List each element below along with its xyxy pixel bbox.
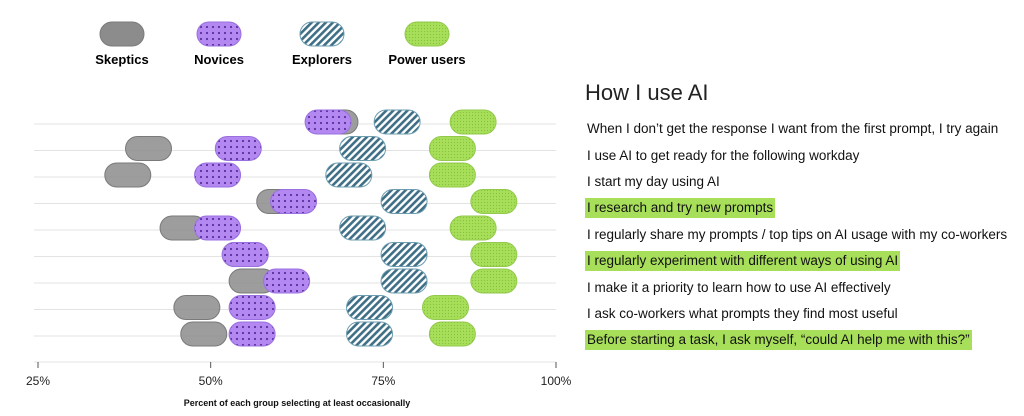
mark-novices-row-6 xyxy=(221,242,269,267)
mark-explorers-row-9 xyxy=(346,321,394,347)
panel-title: How I use AI xyxy=(585,80,709,105)
mark-power-users-row-7 xyxy=(470,268,518,294)
gridlines xyxy=(34,123,556,363)
mark-explorers-row-7 xyxy=(380,268,428,294)
x-tick-label: 50% xyxy=(199,374,223,388)
mark-skeptics-row-3 xyxy=(104,162,152,188)
question-row: I ask co-workers what prompts they find … xyxy=(585,301,1020,327)
mark-novices-row-4 xyxy=(270,189,318,214)
legend-label-skeptics: Skeptics xyxy=(95,52,148,67)
mark-explorers-row-8 xyxy=(346,295,394,320)
mark-power-users-row-6 xyxy=(470,242,518,267)
x-tick-label: 100% xyxy=(541,374,572,388)
mark-power-users-row-2 xyxy=(428,136,476,161)
mark-power-users-row-3 xyxy=(428,162,476,188)
question-row: Before starting a task, I ask myself, “c… xyxy=(585,327,1020,353)
x-axis-label: Percent of each group selecting at least… xyxy=(184,398,411,408)
mark-explorers-row-4 xyxy=(380,189,428,214)
question-row: When I don’t get the response I want fro… xyxy=(585,116,1020,142)
question-row: I use AI to get ready for the following … xyxy=(585,142,1020,168)
question-row: I research and try new prompts xyxy=(585,195,1020,221)
mark-novices-row-5 xyxy=(194,215,242,241)
mark-novices-row-8 xyxy=(228,295,276,320)
legend: Skeptics Novices Explorers Power users xyxy=(95,21,466,67)
question-text: I use AI to get ready for the following … xyxy=(587,147,860,163)
mark-novices-row-1 xyxy=(304,109,352,135)
mark-explorers-row-2 xyxy=(339,136,387,161)
legend-swatch-skeptics xyxy=(99,21,145,47)
question-row: I regularly experiment with different wa… xyxy=(585,248,1020,274)
legend-swatch-novices xyxy=(196,21,242,47)
data-marks xyxy=(104,109,518,347)
mark-explorers-row-1 xyxy=(373,109,421,135)
legend-swatch-explorers xyxy=(299,21,345,47)
question-text: I ask co-workers what prompts they find … xyxy=(587,305,898,321)
mark-novices-row-9 xyxy=(228,321,276,347)
mark-novices-row-7 xyxy=(263,268,311,294)
question-text: When I don’t get the response I want fro… xyxy=(587,121,999,137)
question-text: I regularly share my prompts / top tips … xyxy=(587,226,1008,242)
mark-power-users-row-8 xyxy=(421,295,469,320)
mark-power-users-row-1 xyxy=(449,109,497,135)
legend-label-explorers: Explorers xyxy=(292,52,352,67)
mark-skeptics-row-2 xyxy=(125,136,173,161)
question-text: I make it a priority to learn how to use… xyxy=(587,279,891,295)
x-tick-label: 75% xyxy=(371,374,395,388)
mark-skeptics-row-9 xyxy=(180,321,228,347)
question-panel: How I use AI When I don’t get the respon… xyxy=(585,80,1020,354)
legend-label-novices: Novices xyxy=(194,52,244,67)
mark-skeptics-row-8 xyxy=(173,295,221,320)
question-list: When I don’t get the response I want fro… xyxy=(585,116,1020,354)
mark-novices-row-3 xyxy=(194,162,242,188)
mark-explorers-row-6 xyxy=(380,242,428,267)
question-row: I make it a priority to learn how to use… xyxy=(585,274,1020,300)
mark-power-users-row-4 xyxy=(470,189,518,214)
question-row: I start my day using AI xyxy=(585,169,1020,195)
legend-swatch-power-users xyxy=(404,21,450,47)
legend-label-power-users: Power users xyxy=(388,52,465,67)
question-text-highlighted: Before starting a task, I ask myself, “c… xyxy=(585,330,972,351)
mark-novices-row-2 xyxy=(214,136,262,161)
x-tick-label: 25% xyxy=(26,374,50,388)
mark-explorers-row-5 xyxy=(339,215,387,241)
x-axis: 25% 50% 75% 100% xyxy=(26,362,572,388)
question-text: I start my day using AI xyxy=(587,173,720,189)
question-text-highlighted: I regularly experiment with different wa… xyxy=(585,251,901,272)
mark-power-users-row-9 xyxy=(428,321,476,347)
mark-power-users-row-5 xyxy=(449,215,497,241)
dot-range-chart: Skeptics Novices Explorers Power users 25% 5… xyxy=(26,21,572,408)
mark-explorers-row-3 xyxy=(325,162,373,188)
question-text-highlighted: I research and try new prompts xyxy=(585,198,776,219)
question-row: I regularly share my prompts / top tips … xyxy=(585,222,1020,248)
